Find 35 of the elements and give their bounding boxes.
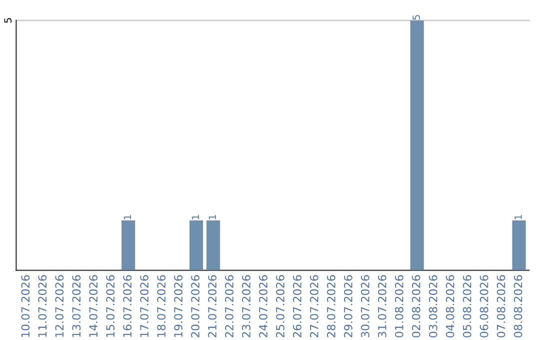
x-tick-label: 27.07.2026: [310, 275, 318, 338]
x-tick-label: 05.08.2026: [462, 275, 472, 338]
data-label: 1: [514, 215, 522, 220]
x-tick-label: 15.07.2026: [106, 275, 115, 337]
data-label: 1: [124, 215, 131, 220]
x-tick-label: 22.07.2026: [225, 275, 234, 338]
data-label: 1: [208, 215, 216, 220]
data-label: 1: [192, 215, 199, 220]
x-tick-label: 08.08.2026: [514, 275, 522, 338]
x-tick-label: 03.08.2026: [428, 275, 438, 338]
x-tick-label: 20.07.2026: [191, 275, 200, 338]
x-tick-label: 01.08.2026: [394, 275, 404, 338]
data-label: 5: [412, 15, 420, 20]
x-tick-label: 23.07.2026: [242, 275, 250, 338]
x-tick-label: 31.07.2026: [378, 275, 386, 338]
x-tick-label: 12.07.2026: [55, 275, 64, 337]
x-tick-label: 28.07.2026: [326, 275, 336, 338]
x-tick-label: 07.08.2026: [496, 275, 506, 338]
x-tick-label: 14.07.2026: [89, 275, 98, 337]
x-tick-label: 16.07.2026: [123, 275, 132, 337]
x-tick-label: 26.07.2026: [293, 275, 302, 338]
x-tick-label: 19.07.2026: [174, 275, 182, 337]
x-tick-label: 21.07.2026: [208, 275, 216, 338]
x-tick-label: 02.08.2026: [412, 275, 420, 338]
x-tick-label: 25.07.2026: [276, 275, 284, 338]
x-tick-label: 17.07.2026: [140, 275, 149, 337]
x-tick-label: 29.07.2026: [344, 275, 352, 338]
x-tick-label: 04.08.2026: [446, 275, 454, 338]
x-tick-label: 24.07.2026: [259, 275, 268, 338]
x-tick-label: 18.07.2026: [157, 275, 166, 337]
x-tick-label: 30.07.2026: [360, 275, 370, 338]
x-tick-label: 11.07.2026: [38, 275, 47, 337]
x-tick-label: 10.07.2026: [21, 275, 30, 337]
x-tick-label: 13.07.2026: [72, 275, 81, 337]
x-tick-label: 06.08.2026: [480, 275, 488, 338]
